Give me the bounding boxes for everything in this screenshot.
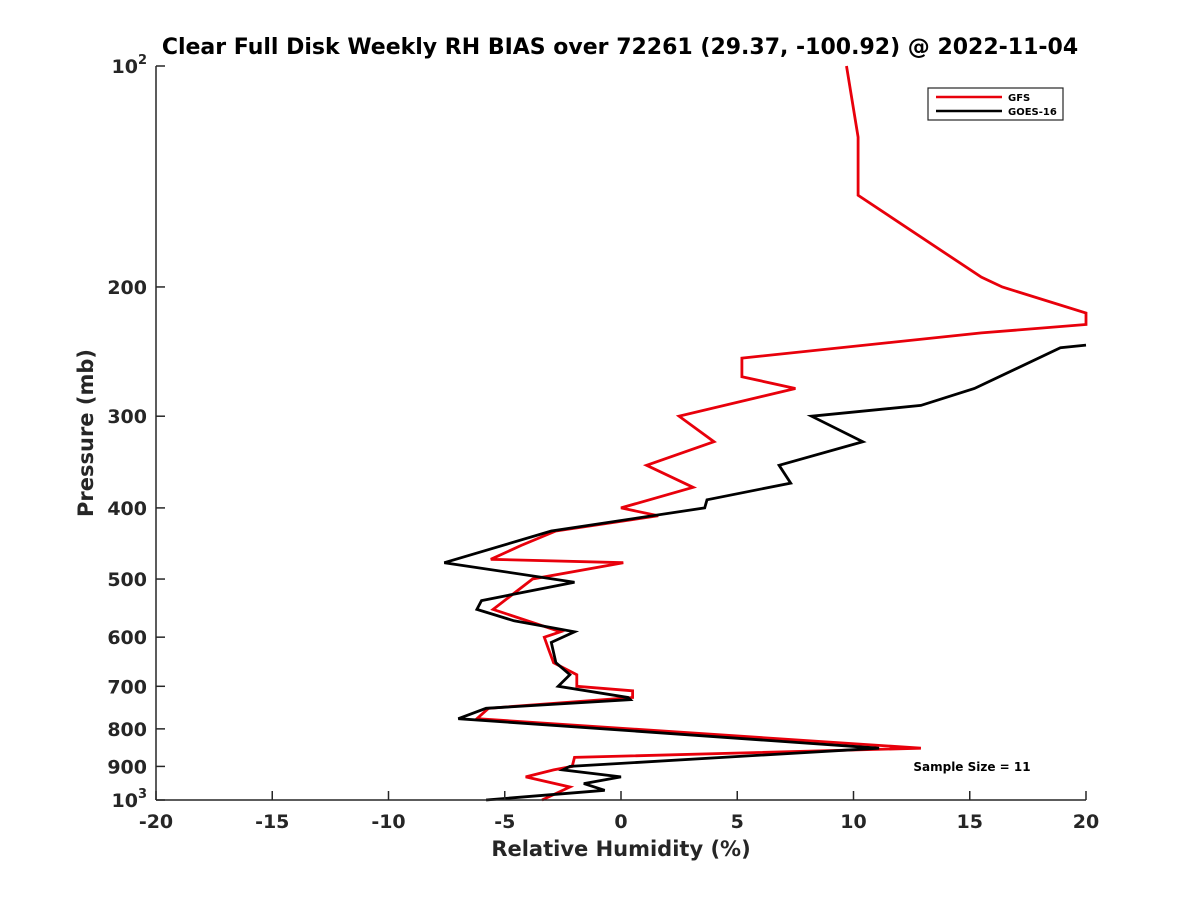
x-tick-label: 15: [957, 811, 983, 833]
y-tick-label-exponent: 3: [138, 787, 147, 802]
series-layer: [443, 65, 1088, 802]
series-line-gfs: [473, 65, 1088, 802]
y-tick-label: 200: [107, 277, 147, 299]
x-tick-label: 0: [614, 811, 627, 833]
y-tick-label: 400: [107, 498, 147, 520]
legend-label-gfs: GFS: [1008, 93, 1030, 104]
series-line-goes16: [443, 343, 1087, 802]
sample-size-annotation: Sample Size = 11: [913, 760, 1030, 774]
x-tick-label: -5: [494, 811, 515, 833]
y-tick-label-exponent: 2: [138, 53, 147, 68]
legend: GFS GOES-16: [927, 87, 1064, 121]
y-tick-label: 500: [107, 569, 147, 591]
y-tick-label: 700: [107, 676, 147, 698]
x-tick-label: -10: [371, 811, 405, 833]
y-tick-label: 900: [107, 756, 147, 778]
y-tick-label: 102: [112, 53, 148, 78]
y-tick-label: 800: [107, 719, 147, 741]
y-tick-label: 103: [112, 787, 148, 812]
x-tick-label: 20: [1073, 811, 1099, 833]
x-tick-label: -15: [255, 811, 289, 833]
legend-box: [927, 87, 1064, 121]
x-axis-label: Relative Humidity (%): [491, 837, 750, 861]
x-tick-label: 5: [731, 811, 744, 833]
x-tick-label: 10: [840, 811, 866, 833]
y-tick-label-base: 10: [112, 790, 138, 812]
y-tick-label: 600: [107, 627, 147, 649]
y-tick-label: 300: [107, 406, 147, 428]
plot-area: [156, 66, 1086, 800]
x-tick-label: -20: [139, 811, 173, 833]
chart-title: Clear Full Disk Weekly RH BIAS over 7226…: [162, 35, 1078, 60]
x-ticks: -20 -15 -10 -5 0 5 10 15 20: [139, 791, 1099, 833]
y-tick-label-base: 10: [112, 56, 138, 78]
y-axis-label: Pressure (mb): [74, 349, 98, 517]
legend-label-goes16: GOES-16: [1008, 107, 1057, 118]
